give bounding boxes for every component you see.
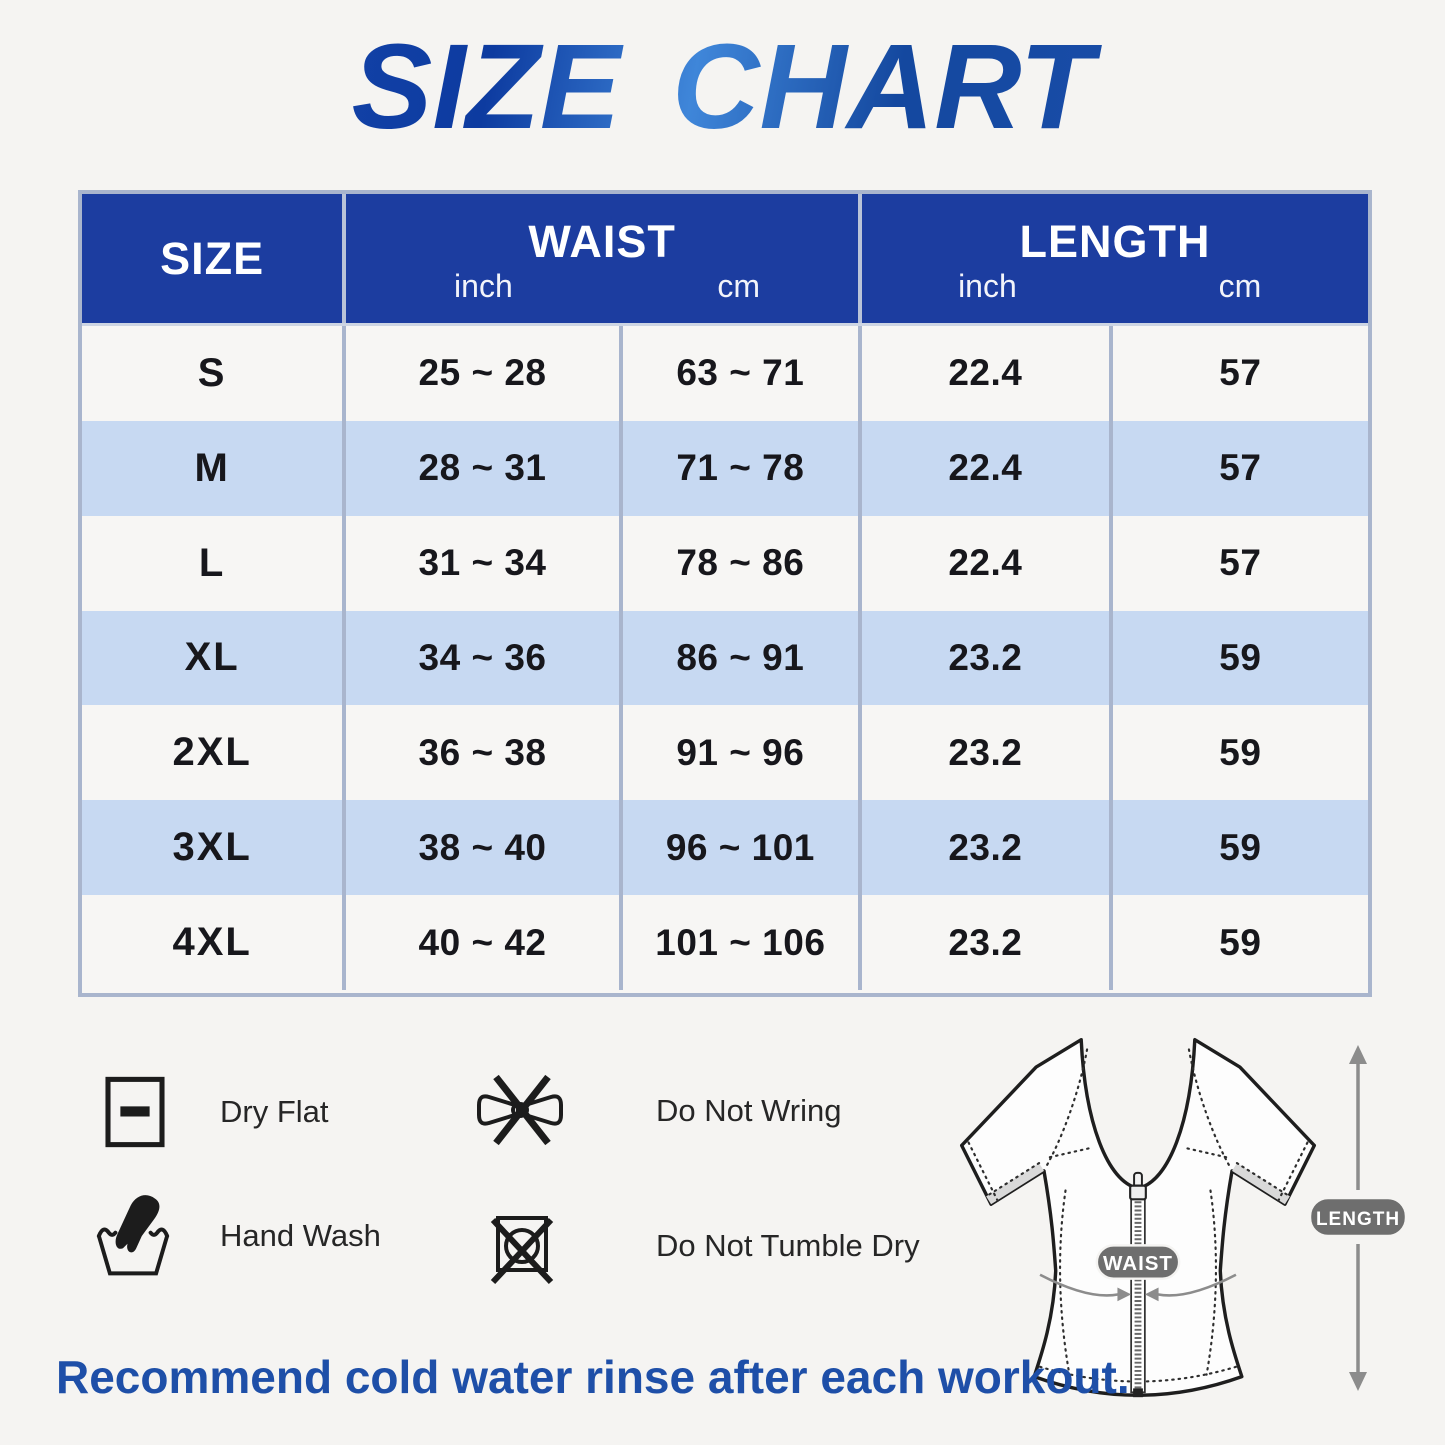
cell-length-cm: 59 [1219, 731, 1262, 773]
cell-waist-inch: 40 ~ 42 [346, 895, 623, 990]
cell-length-inch: 23.2 [862, 610, 1113, 706]
do-not-wring-icon [472, 1072, 568, 1150]
table-row: 4XL 40 ~ 42 101 ~ 106 23.2 59 [82, 895, 1368, 990]
cell-waist-cm: 96 ~ 101 [623, 800, 862, 896]
cell-waist-inch: 34 ~ 36 [346, 610, 623, 706]
care-item-hand-wash: Hand Wash [88, 1192, 381, 1280]
table-row: M 28 ~ 31 71 ~ 78 22.4 57 [82, 420, 1368, 516]
footer-note: Recommend cold water rinse after each wo… [56, 1351, 1130, 1403]
care-label: Hand Wash [220, 1218, 381, 1253]
table-row: 2XL 36 ~ 38 91 ~ 96 23.2 59 [82, 705, 1368, 801]
care-label: Dry Flat [220, 1094, 329, 1129]
cell-waist-cm: 71 ~ 78 [623, 420, 862, 516]
page-title: SIZE CHART [0, 16, 1445, 156]
cell-waist-inch: 31 ~ 34 [346, 515, 623, 611]
cell-length-cm: 59 [1219, 921, 1262, 963]
length-header-label: LENGTH [1019, 216, 1211, 267]
length-unit-cm: cm [1218, 268, 1262, 304]
cell-size: 2XL [82, 705, 347, 801]
cell-length-cm: 59 [1219, 826, 1262, 868]
cell-waist-inch: 25 ~ 28 [346, 326, 623, 421]
do-not-tumble-dry-icon [482, 1206, 562, 1286]
cell-waist-inch: 38 ~ 40 [346, 800, 623, 896]
cell-waist-inch: 28 ~ 31 [346, 420, 623, 516]
cell-length-inch: 22.4 [862, 420, 1113, 516]
cell-size: M [82, 420, 347, 516]
cell-waist-cm: 78 ~ 86 [623, 515, 862, 611]
table-row: 3XL 38 ~ 40 96 ~ 101 23.2 59 [82, 800, 1368, 896]
zipper [1129, 1171, 1147, 1398]
cell-waist-cm: 63 ~ 71 [623, 326, 862, 421]
size-chart-table: SIZE WAIST inch cm LENGTH inch cm S 25 ~… [78, 190, 1372, 997]
cell-length-inch: 22.4 [862, 326, 1113, 421]
cell-length-inch: 23.2 [862, 705, 1113, 801]
cell-length-cm: 59 [1219, 636, 1262, 678]
cell-size: 4XL [82, 895, 347, 990]
waist-measure-arrows [1039, 1273, 1237, 1297]
cell-waist-cm: 91 ~ 96 [623, 705, 862, 801]
cell-length-inch: 22.4 [862, 515, 1113, 611]
header-cell-size: SIZE [82, 194, 347, 323]
length-unit-inch: inch [958, 268, 1017, 304]
cell-length-inch: 23.2 [862, 800, 1113, 896]
cell-length-cm: 57 [1219, 447, 1262, 489]
waist-badge: WAIST [1095, 1244, 1181, 1280]
cell-length-inch: 23.2 [862, 895, 1113, 990]
cell-waist-cm: 101 ~ 106 [623, 895, 862, 990]
table-body: S 25 ~ 28 63 ~ 71 22.4 57 M 28 ~ 31 71 ~… [82, 326, 1368, 990]
garment-diagram: WAIST [959, 1037, 1317, 1398]
hand-wash-icon [88, 1192, 178, 1280]
cell-length-cm: 57 [1219, 352, 1262, 394]
waist-unit-cm: cm [717, 268, 761, 304]
waist-badge-label: WAIST [1103, 1252, 1173, 1275]
cell-size: S [82, 326, 347, 421]
header-cell-length: LENGTH inch cm [862, 194, 1368, 323]
header-cell-waist: WAIST inch cm [346, 194, 862, 323]
table-row: XL 34 ~ 36 86 ~ 91 23.2 59 [82, 610, 1368, 706]
cell-waist-inch: 36 ~ 38 [346, 705, 623, 801]
care-item-dry-flat: Dry Flat [98, 1076, 329, 1148]
cell-size: L [82, 515, 347, 611]
cell-size: 3XL [82, 800, 347, 896]
table-row: L 31 ~ 34 78 ~ 86 22.4 57 [82, 515, 1368, 611]
table-header-row: SIZE WAIST inch cm LENGTH inch cm [82, 194, 1368, 326]
length-badge-label: LENGTH [1316, 1209, 1400, 1230]
length-badge: LENGTH [1308, 1196, 1408, 1238]
cell-size: XL [82, 610, 347, 706]
waist-unit-inch: inch [454, 268, 513, 304]
waist-header-label: WAIST [528, 216, 676, 267]
care-item-do-not-tumble-dry: Do Not Tumble Dry [482, 1206, 920, 1286]
care-label: Do Not Tumble Dry [656, 1228, 920, 1263]
care-label: Do Not Wring [656, 1093, 842, 1128]
table-row: S 25 ~ 28 63 ~ 71 22.4 57 [82, 326, 1368, 421]
dry-flat-icon [98, 1076, 172, 1148]
cell-waist-cm: 86 ~ 91 [623, 610, 862, 706]
length-indicator: LENGTH [1308, 1045, 1408, 1391]
care-item-do-not-wring: Do Not Wring [472, 1072, 842, 1150]
cell-length-cm: 57 [1219, 542, 1262, 584]
